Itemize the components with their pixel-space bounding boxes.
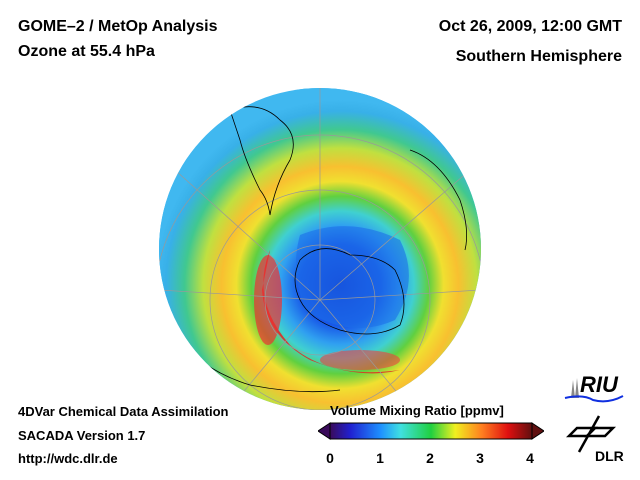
- riu-logo: RIU: [563, 372, 627, 404]
- colorbar-tick: 1: [376, 450, 384, 466]
- colorbar-tick: 0: [326, 450, 334, 466]
- footer-url: http://wdc.dlr.de: [18, 451, 118, 466]
- colorbar-tick: 2: [426, 450, 434, 466]
- colorbar-max-arrow: [531, 422, 544, 440]
- dlr-logo: DLR: [565, 414, 625, 466]
- colorbar-min-arrow: [318, 422, 331, 440]
- date-label: Oct 26, 2009, 12:00 GMT: [438, 18, 622, 35]
- coastlines: [169, 106, 468, 393]
- footer-line1: 4DVar Chemical Data Assimilation: [18, 404, 229, 419]
- region-label: Southern Hemisphere: [455, 48, 622, 65]
- title-line1: GOME–2 / MetOp Analysis: [18, 18, 218, 35]
- colorbar: [318, 422, 544, 440]
- colorbar-title: Volume Mixing Ratio [ppmv]: [330, 403, 504, 418]
- footer-line2: SACADA Version 1.7: [18, 428, 146, 443]
- colorbar-tick: 4: [526, 450, 534, 466]
- colorbar-tick: 3: [476, 450, 484, 466]
- title-line2: Ozone at 55.4 hPa: [18, 43, 155, 60]
